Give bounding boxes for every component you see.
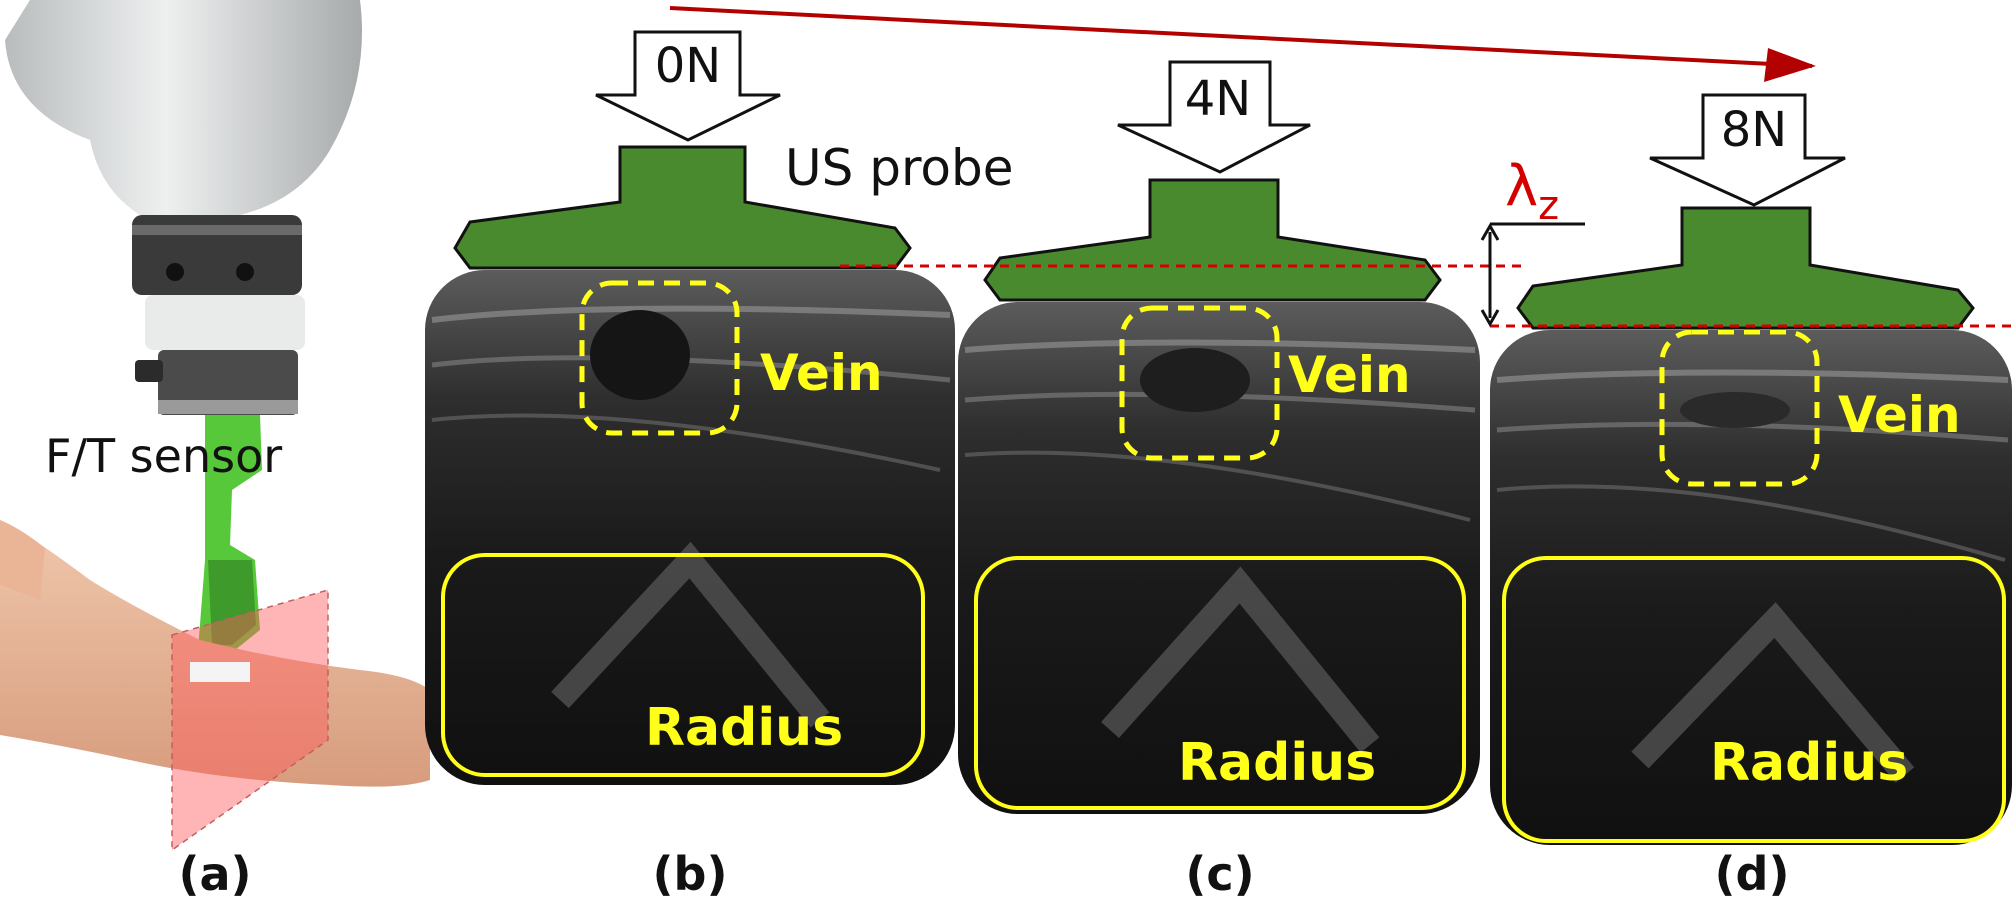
tissue-layer	[964, 339, 1476, 353]
force-trend-arrowhead	[1764, 48, 1816, 82]
vein-box-b	[579, 280, 740, 436]
us-probe-c	[983, 178, 1442, 302]
bone-echo	[551, 541, 830, 728]
us-probe-label: US probe	[785, 139, 1014, 197]
panel-b: 0N US probe Vein Radius (b)	[425, 30, 1014, 899]
tissue-layer	[964, 450, 1471, 522]
us-probe-d	[1516, 206, 1975, 330]
force-trend-arrow	[669, 6, 1813, 70]
force-arrow-0n	[595, 30, 781, 142]
force-arrow-4n	[1117, 60, 1311, 174]
force-label-0n: 0N	[655, 38, 721, 94]
ultrasound-image-b	[425, 270, 955, 785]
panel-label-a: (a)	[178, 847, 251, 899]
vein-lumen	[1140, 348, 1250, 412]
bone-echo	[1631, 602, 1915, 783]
tissue-layer	[1496, 484, 2006, 562]
tissue-layer	[431, 305, 951, 323]
tissue-layer	[431, 413, 941, 472]
forearm	[0, 520, 430, 787]
vein-lumen	[1680, 392, 1790, 428]
radius-label-d: Radius	[1710, 733, 1908, 793]
tissue-layer	[1496, 369, 2009, 383]
displacement-label: λz	[1505, 154, 1559, 229]
force-label-8n: 8N	[1721, 102, 1787, 158]
displacement-bracket	[1480, 222, 1585, 328]
vein-box-d	[1659, 329, 1820, 487]
displacement-subscript: z	[1538, 183, 1559, 229]
probe-tip	[190, 662, 250, 682]
ft-sensor-plate	[158, 400, 298, 414]
radius-label-b: Radius	[645, 698, 843, 758]
force-label-4n: 4N	[1185, 71, 1251, 127]
displacement-symbol: λ	[1505, 154, 1538, 219]
radius-box-c	[974, 556, 1466, 810]
scan-plane	[172, 590, 328, 850]
robot-arm-link	[5, 0, 362, 215]
us-probe-b	[453, 145, 912, 270]
vein-lumen	[590, 310, 690, 400]
panel-c: 4N Vein Radius (c)	[958, 60, 1480, 899]
radius-label-c: Radius	[1178, 733, 1376, 793]
vein-label-c: Vein	[1288, 346, 1411, 404]
vein-box-c	[1119, 305, 1280, 461]
radius-box-d	[1502, 556, 2006, 843]
robot-bolt	[166, 263, 184, 281]
ft-sensor-body	[158, 350, 298, 415]
panel-a-photo: F/T sensor	[0, 0, 430, 852]
bone-echo	[1101, 566, 1380, 753]
radius-box-b	[441, 553, 925, 777]
vein-label-d: Vein	[1838, 386, 1961, 444]
ft-sensor-label: F/T sensor	[45, 429, 282, 483]
ft-sensor-connector	[135, 360, 163, 382]
panel-d: 8N Vein Radius (d)	[1490, 93, 2012, 899]
panel-label-b: (b)	[653, 847, 728, 899]
force-arrow-8n	[1649, 93, 1846, 207]
panel-label-c: (c)	[1185, 847, 1254, 899]
hand	[0, 520, 45, 600]
robot-joint-ring	[132, 225, 302, 235]
panel-label-d: (d)	[1715, 847, 1790, 899]
probe-holder-shade	[208, 560, 256, 645]
ultrasound-image-d	[1490, 330, 2012, 845]
robot-flange	[145, 295, 305, 350]
robot-bolt	[236, 263, 254, 281]
vein-label-b: Vein	[760, 344, 883, 402]
